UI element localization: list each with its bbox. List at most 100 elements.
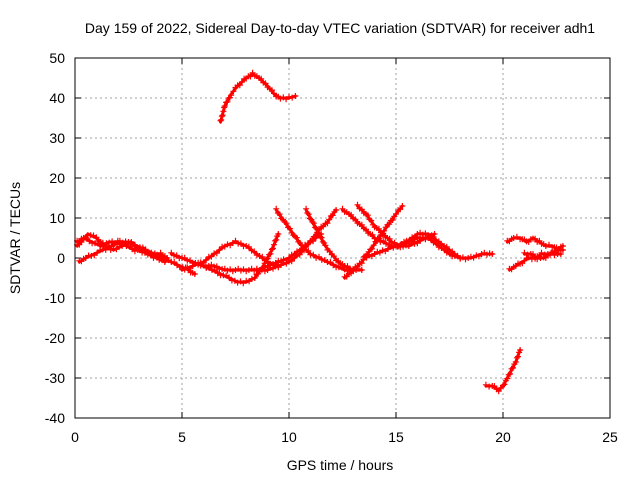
data-point	[339, 205, 346, 212]
data-point	[228, 92, 235, 99]
data-point	[234, 279, 241, 286]
data-point	[318, 234, 325, 241]
data-point	[326, 248, 333, 255]
data-point	[557, 251, 564, 257]
data-point	[441, 243, 448, 249]
data-point	[157, 249, 164, 256]
data-point	[280, 259, 287, 266]
series-track-early-3	[74, 232, 168, 265]
data-point	[386, 221, 393, 228]
data-point	[232, 267, 239, 273]
data-point	[243, 243, 250, 249]
data-point	[433, 237, 440, 244]
data-point	[386, 235, 393, 242]
y-tick-label: 30	[49, 130, 65, 146]
data-point	[272, 237, 279, 244]
data-points	[74, 69, 566, 395]
x-axis-label: GPS time / hours	[287, 457, 394, 473]
data-point	[375, 225, 382, 232]
data-point	[256, 253, 263, 259]
data-point	[510, 364, 516, 371]
data-point	[478, 251, 485, 257]
data-point	[369, 231, 376, 238]
data-point	[218, 116, 225, 123]
data-point	[313, 254, 320, 261]
data-point	[224, 267, 231, 274]
data-point	[275, 231, 282, 237]
data-point	[358, 206, 365, 213]
data-point	[303, 243, 310, 250]
data-point	[256, 267, 263, 274]
data-point	[406, 237, 413, 244]
data-point	[515, 353, 521, 360]
data-point	[221, 103, 228, 109]
data-point	[251, 248, 258, 255]
data-point	[304, 210, 311, 216]
data-point	[261, 268, 268, 275]
data-point	[309, 237, 316, 244]
data-point	[360, 253, 367, 260]
data-point	[136, 246, 143, 253]
data-point	[219, 112, 226, 119]
data-point	[220, 108, 227, 115]
x-tick-label: 15	[388, 429, 404, 445]
y-tick-label: -10	[45, 290, 65, 306]
data-point	[238, 79, 245, 85]
data-point	[326, 216, 333, 223]
data-point	[271, 241, 277, 248]
data-point	[538, 249, 545, 256]
data-point	[443, 243, 450, 250]
data-point	[269, 245, 276, 252]
series-track-end-3	[521, 243, 566, 263]
data-point	[369, 245, 375, 252]
y-tick-label: 40	[49, 90, 65, 106]
data-point	[150, 254, 157, 261]
data-point	[457, 255, 464, 261]
series-track-low	[482, 347, 524, 395]
data-point	[422, 236, 429, 243]
data-point	[370, 242, 377, 249]
x-tick-label: 5	[178, 429, 186, 445]
data-point	[379, 231, 386, 238]
data-point	[512, 359, 519, 365]
data-point	[327, 259, 334, 266]
data-point	[286, 93, 292, 100]
data-point	[379, 247, 386, 254]
data-point	[389, 217, 396, 223]
data-point	[354, 201, 361, 208]
data-point	[542, 243, 549, 249]
data-point	[179, 265, 185, 272]
data-point	[546, 241, 552, 248]
data-point	[399, 203, 406, 209]
data-point	[333, 207, 340, 213]
series-track-end-2	[506, 249, 564, 273]
data-point	[298, 242, 305, 249]
data-point	[358, 260, 365, 267]
data-point	[229, 268, 236, 275]
data-point	[375, 235, 382, 242]
data-point	[267, 264, 274, 271]
data-point	[513, 354, 520, 361]
series-track-mid-6	[303, 205, 365, 275]
data-point	[303, 205, 310, 212]
data-point	[88, 252, 95, 259]
data-point	[504, 375, 511, 382]
data-point	[153, 253, 160, 260]
data-point	[348, 211, 355, 218]
data-point	[354, 263, 361, 270]
data-point	[393, 242, 399, 249]
data-point	[312, 224, 319, 231]
chart-title: Day 159 of 2022, Sidereal Day-to-day VTE…	[85, 20, 595, 36]
data-point	[368, 217, 375, 224]
data-point	[261, 260, 268, 267]
data-point	[465, 255, 472, 261]
data-point	[147, 251, 154, 258]
data-point	[320, 223, 327, 230]
data-point	[275, 257, 282, 264]
data-point	[305, 211, 312, 218]
x-tick-label: 10	[281, 429, 297, 445]
data-point	[344, 263, 351, 270]
data-point	[435, 238, 442, 245]
data-point	[187, 257, 193, 264]
data-point	[310, 220, 317, 227]
